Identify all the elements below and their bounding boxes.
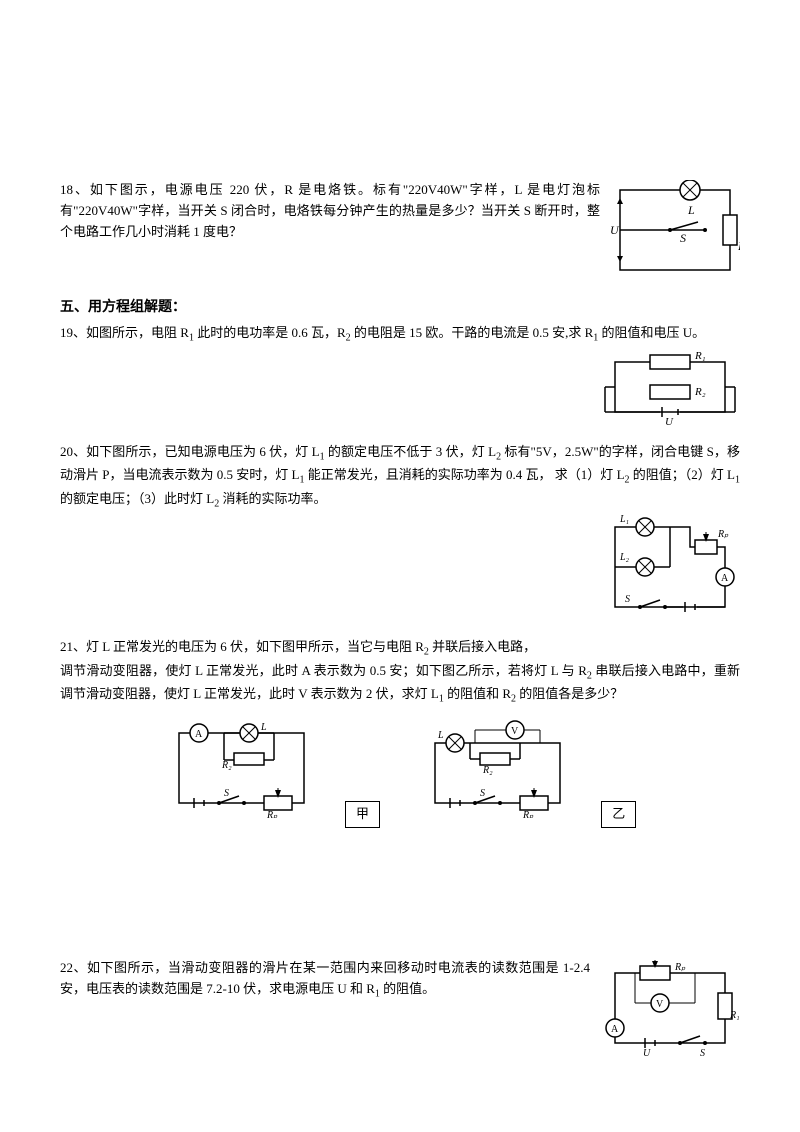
label-R2: R₂	[221, 760, 232, 771]
problem-num: 22、	[60, 960, 87, 975]
t: 的阻值；（2）灯 L	[630, 467, 735, 482]
problem-20: 20、如下图所示，已知电源电压为 6 伏，灯 L1 的额定电压不低于 3 伏，灯…	[60, 442, 740, 630]
label-U: U	[610, 223, 620, 237]
t: 灯 L 正常发光的电压为 6 伏，如下图甲所示，当它与电阻 R	[86, 639, 424, 654]
figure-21b: L R₂ V S Rₚ	[420, 718, 636, 828]
label-L2: L₂	[619, 552, 630, 563]
label-V: V	[656, 999, 664, 1010]
problem-18: L S R U 18、如下图示，电源电压 220 伏，R 是电烙铁。标有"220…	[60, 180, 740, 287]
problem-22: Rₚ V R₁ A U S 22、如下图所示，当滑动变阻器的滑片在某一范围内来回…	[60, 958, 740, 1065]
t: 如下图所示，已知电源电压为 6 伏，灯 L	[86, 444, 319, 459]
label-RP: Rₚ	[717, 529, 729, 540]
label-R1: R₁	[729, 1010, 740, 1021]
label-A: A	[195, 729, 203, 740]
figure-19: R₁ R₂ U	[600, 347, 740, 434]
figure-20: L₁ L₂ Rₚ A S	[590, 512, 740, 629]
t: 的额定电压；（3）此时灯 L	[60, 491, 214, 506]
label-S: S	[224, 788, 229, 799]
t: 的阻值各是多少？	[516, 686, 623, 701]
problem-num: 20、	[60, 444, 86, 459]
t: 的电阻是 15 欧。干路的电流是 0.5 安,求 R	[351, 325, 594, 340]
label-L: L	[437, 730, 444, 741]
section-5-heading: 五、用方程组解题：	[60, 297, 740, 319]
t: 的额定电压不低于 3 伏，灯 L	[325, 444, 496, 459]
t: 的阻值。	[380, 981, 435, 996]
figure-21-row: A L R₂ S Rₚ 甲	[60, 718, 740, 828]
t: 如下图所示，当滑动变阻器的滑片在某一范围内来回移动时电流表的读数范围是 1-2.…	[60, 960, 590, 996]
label-RP: Rₚ	[266, 810, 278, 818]
problem-num: 19、	[60, 325, 86, 340]
label-R1: R₁	[694, 350, 706, 362]
figure-22: Rₚ V R₁ A U S	[600, 958, 740, 1065]
label-R2: R₂	[482, 765, 493, 776]
label-S: S	[700, 1048, 705, 1058]
label-A: A	[721, 573, 729, 584]
figure-21a: A L R₂ S Rₚ 甲	[164, 718, 380, 828]
problem-num: 18、	[60, 182, 90, 197]
problem-19: 19、如图所示，电阻 R1 此时的电功率是 0.6 瓦，R2 的电阻是 15 欧…	[60, 323, 740, 433]
label-RP: Rₚ	[674, 962, 686, 973]
label-RP: Rₚ	[522, 810, 534, 818]
label-L: L	[260, 722, 267, 733]
problem-19-text: 19、如图所示，电阻 R1 此时的电功率是 0.6 瓦，R2 的电阻是 15 欧…	[60, 323, 740, 347]
figure-18: L S R U	[610, 180, 740, 287]
label-U: U	[665, 416, 674, 427]
t: 能正常发光，且消耗的实际功率为 0.4 瓦， 求（1）灯 L	[304, 467, 624, 482]
problem-num: 21、	[60, 639, 86, 654]
label-V: V	[511, 726, 519, 737]
problem-21: 21、灯 L 正常发光的电压为 6 伏，如下图甲所示，当它与电阻 R2 并联后接…	[60, 637, 740, 828]
label-A: A	[611, 1024, 619, 1035]
figure-label-yi: 乙	[601, 801, 636, 828]
t: 的阻值和 R	[444, 686, 511, 701]
label-U: U	[643, 1048, 651, 1058]
label-R2: R₂	[694, 386, 706, 398]
figure-label-jia: 甲	[345, 801, 380, 828]
label-S: S	[480, 788, 485, 799]
label-S: S	[625, 594, 630, 605]
t: 消耗的实际功率。	[219, 491, 326, 506]
t: 如图所示，电阻 R	[86, 325, 189, 340]
label-S: S	[680, 231, 686, 245]
t: 并联后接入电路，	[429, 639, 536, 654]
t: 调节滑动变阻器，使灯 L 正常发光，此时 A 表示数为 0.5 安；如下图乙所示…	[60, 663, 587, 678]
label-L: L	[687, 203, 695, 217]
problem-body: 如下图示，电源电压 220 伏，R 是电烙铁。标有"220V40W"字样，L 是…	[60, 182, 600, 239]
problem-21-text: 21、灯 L 正常发光的电压为 6 伏，如下图甲所示，当它与电阻 R2 并联后接…	[60, 637, 740, 708]
label-R: R	[737, 239, 740, 253]
problem-20-text: 20、如下图所示，已知电源电压为 6 伏，灯 L1 的额定电压不低于 3 伏，灯…	[60, 442, 740, 513]
label-L1: L₁	[619, 514, 629, 525]
t: 的阻值和电压 U。	[598, 325, 705, 340]
t: 此时的电功率是 0.6 瓦，R	[194, 325, 346, 340]
